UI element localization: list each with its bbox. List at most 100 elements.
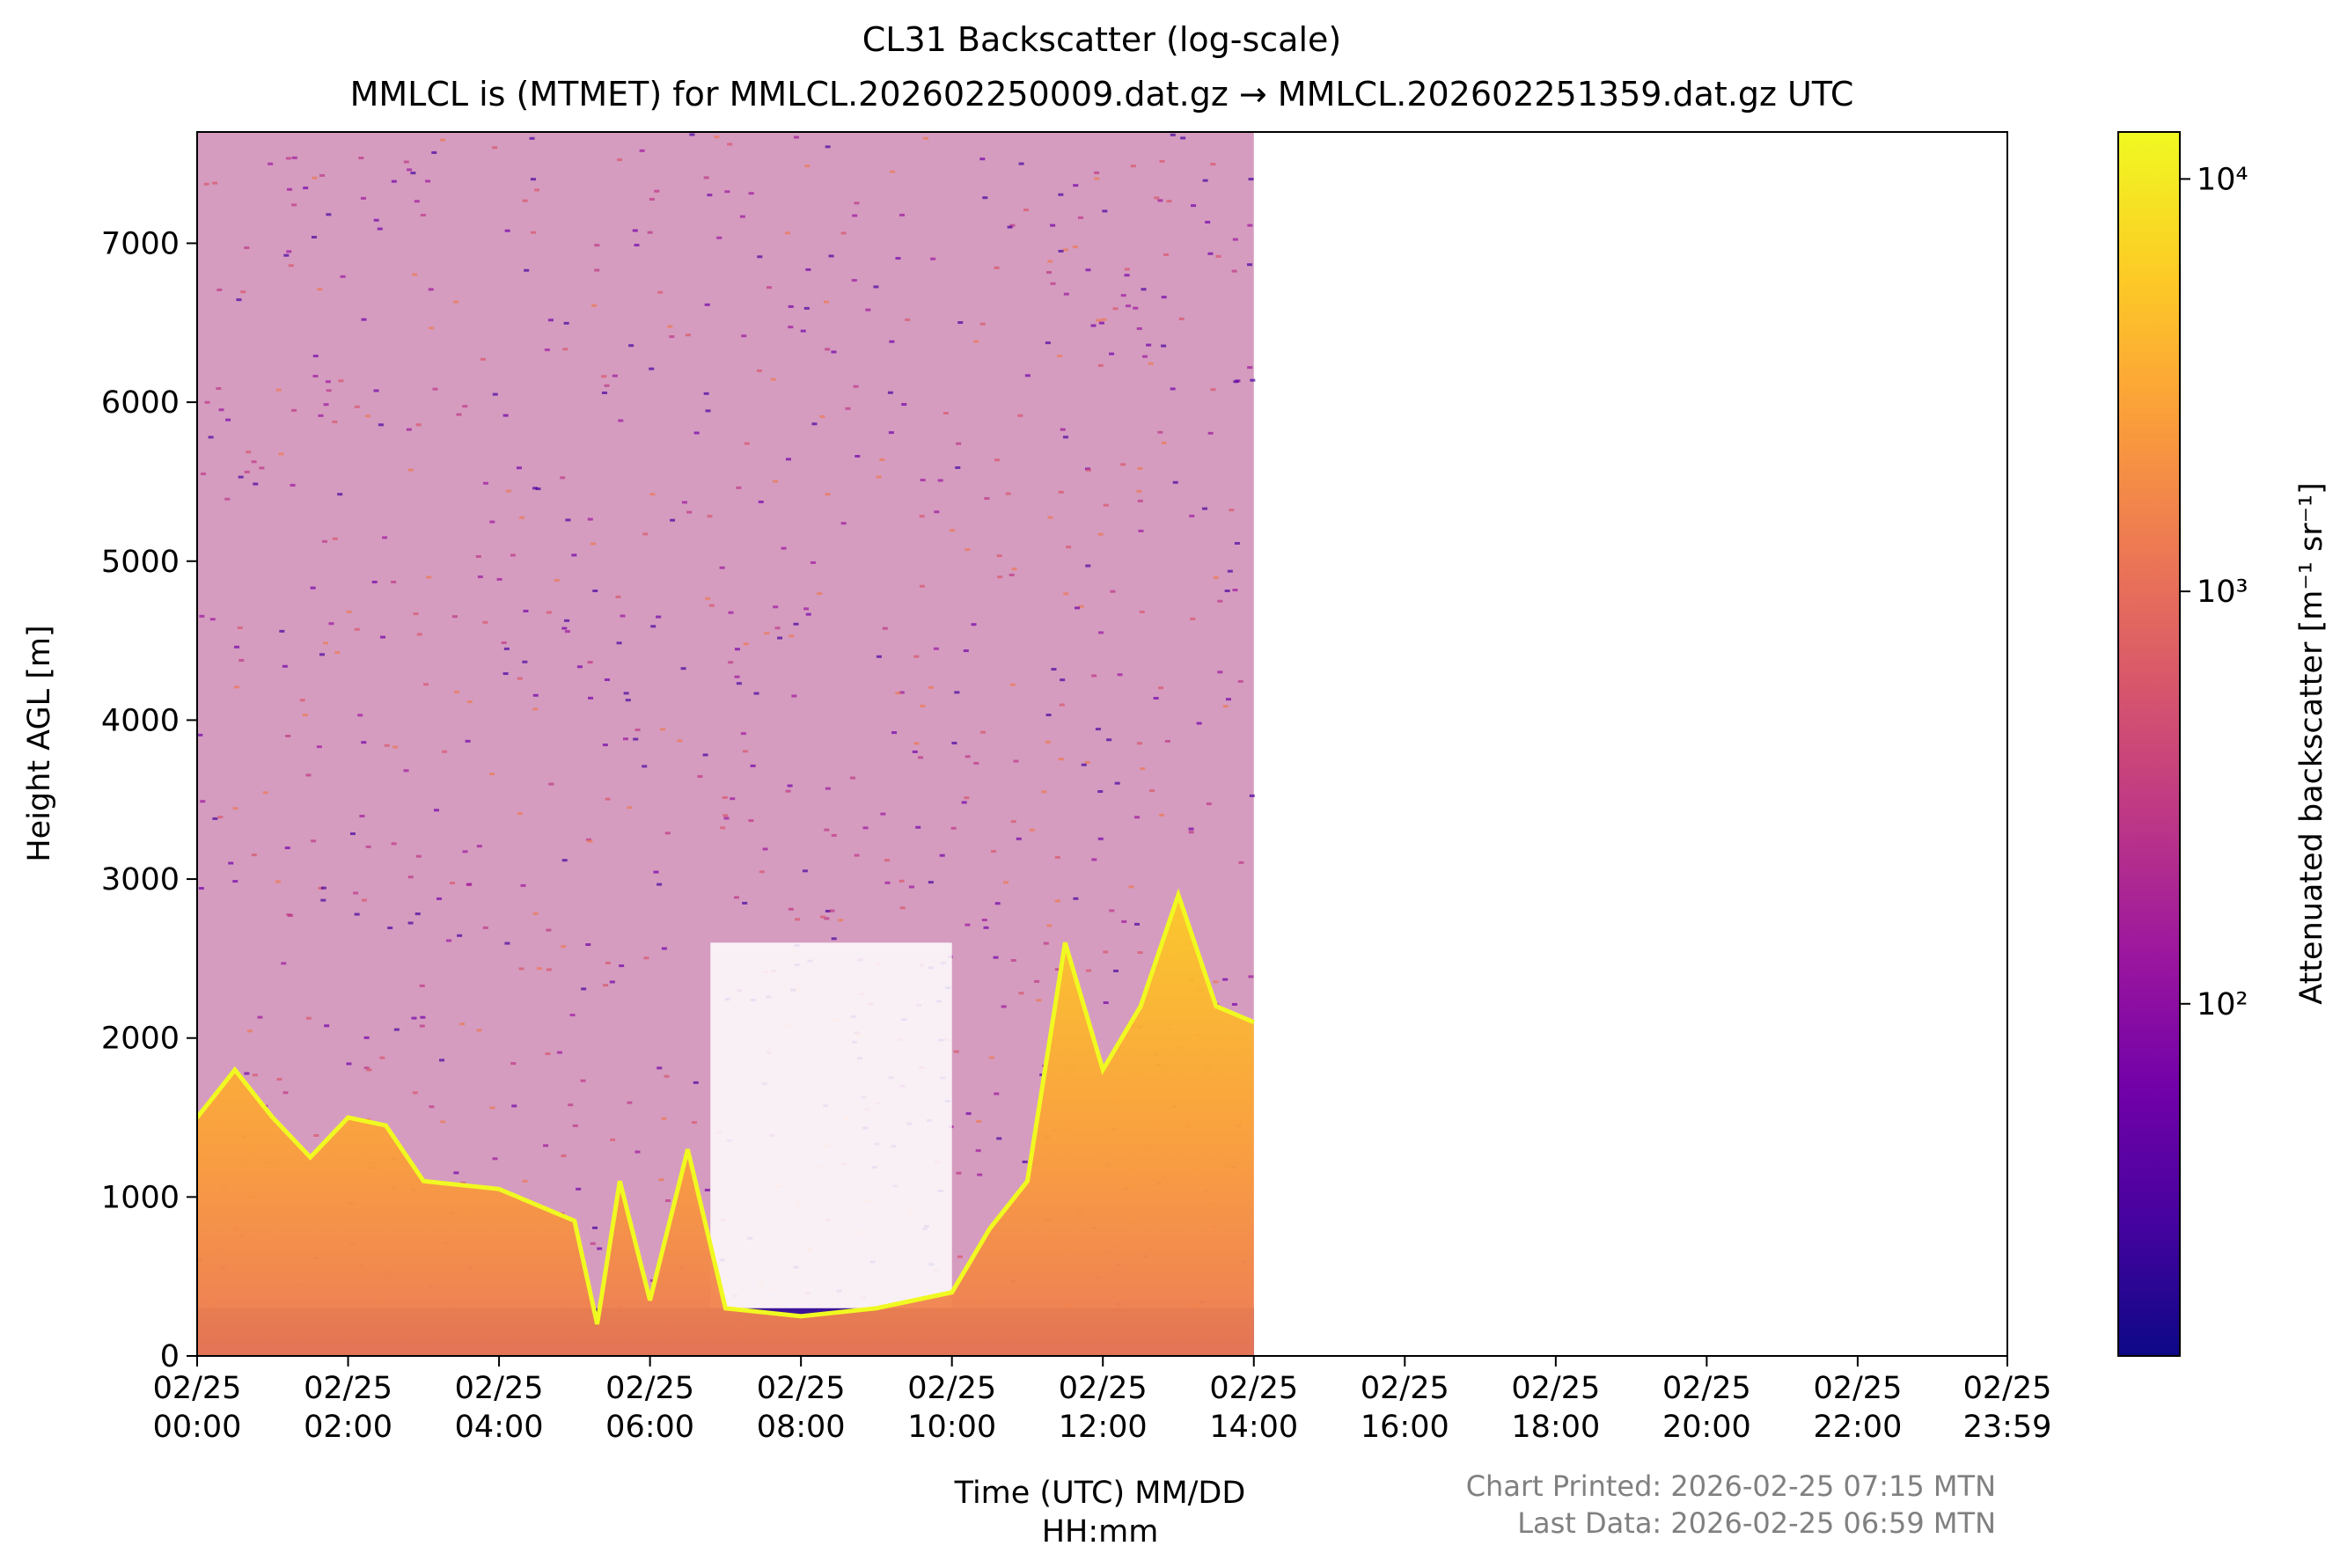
noise-speck <box>939 854 945 857</box>
y-tick-label: 5000 <box>101 545 180 580</box>
noise-speck <box>510 1062 517 1066</box>
noise-speck <box>905 318 911 321</box>
colorbar <box>2117 131 2181 1357</box>
noise-speck <box>825 787 831 790</box>
noise-speck <box>1109 909 1115 912</box>
colorbar-label: Attenuated backscatter [m⁻¹ sr⁻¹] <box>2294 482 2329 1004</box>
noise-speck <box>407 468 414 472</box>
noise-speck <box>888 431 894 435</box>
noise-speck <box>723 814 729 817</box>
x-tick-time: 04:00 <box>455 1410 544 1445</box>
noise-speck <box>415 423 422 427</box>
noise-speck <box>803 306 810 310</box>
noise-speck <box>664 1199 671 1203</box>
noise-speck <box>1005 492 1011 495</box>
noise-speck <box>1188 831 1194 834</box>
noise-speck <box>354 627 360 631</box>
noise-speck <box>365 414 371 418</box>
noise-speck <box>934 510 940 514</box>
noise-speck <box>773 480 779 483</box>
noise-speck <box>880 812 886 816</box>
noise-speck <box>407 876 414 879</box>
noise-speck <box>320 898 326 902</box>
noise-speck <box>795 918 801 921</box>
noise-speck <box>393 1028 400 1031</box>
chart-printed-note: Chart Printed: 2026-02-25 07:15 MTN <box>1466 1469 1996 1503</box>
noise-speck <box>1085 268 1091 272</box>
noise-speck <box>1058 249 1064 253</box>
noise-speck <box>310 586 316 590</box>
noise-speck <box>311 839 317 843</box>
x-tick-time: 02:00 <box>304 1410 392 1445</box>
noise-speck <box>199 614 205 618</box>
noise-speck <box>788 304 794 308</box>
noise-speck <box>510 553 516 557</box>
noise-speck <box>748 192 754 195</box>
noise-speck <box>492 1157 498 1161</box>
noise-speck <box>1018 162 1024 165</box>
noise-speck <box>325 380 331 384</box>
noise-speck <box>1095 728 1101 731</box>
noise-speck <box>1190 617 1196 620</box>
noise-speck <box>722 795 728 799</box>
noise-speck <box>1047 516 1053 519</box>
noise-speck <box>851 279 857 282</box>
noise-speck <box>317 288 323 291</box>
noise-speck <box>915 825 921 829</box>
noise-speck <box>587 839 593 843</box>
noise-speck <box>933 647 939 650</box>
noise-speck <box>804 165 811 168</box>
noise-speck <box>1232 238 1238 241</box>
noise-speck <box>1085 969 1091 972</box>
noise-speck <box>1051 668 1057 671</box>
noise-speck <box>475 554 481 558</box>
noise-speck <box>1205 220 1211 223</box>
noise-speck <box>1222 705 1229 708</box>
noise-speck <box>366 1068 372 1072</box>
noise-speck <box>605 961 611 964</box>
noise-speck <box>1213 980 1219 984</box>
noise-speck <box>523 609 529 612</box>
noise-speck <box>803 607 810 611</box>
noise-speck <box>1224 590 1230 593</box>
noise-speck <box>283 253 290 257</box>
noise-speck <box>1130 165 1136 168</box>
noise-speck <box>1210 388 1216 392</box>
noise-speck <box>920 704 926 707</box>
noise-speck <box>1057 355 1063 358</box>
noise-speck <box>1009 223 1016 227</box>
noise-speck <box>524 268 530 272</box>
colorbar-tick-label: 10³ <box>2197 575 2248 610</box>
noise-speck <box>930 257 936 260</box>
noise-speck <box>511 1104 517 1108</box>
noise-speck <box>1180 136 1186 140</box>
noise-speck <box>1191 204 1197 208</box>
noise-speck <box>431 150 437 154</box>
noise-speck <box>1090 324 1097 327</box>
noise-speck <box>810 561 816 564</box>
noise-speck <box>1134 816 1141 819</box>
noise-speck <box>740 732 746 736</box>
noise-speck <box>1178 317 1185 320</box>
noise-speck <box>899 213 905 216</box>
noise-speck <box>591 304 598 307</box>
noise-speck <box>716 236 723 239</box>
noise-speck <box>1250 378 1256 382</box>
noise-speck <box>965 923 971 927</box>
noise-speck <box>642 765 648 768</box>
y-tick-label: 1000 <box>101 1180 180 1215</box>
noise-speck <box>899 906 906 910</box>
noise-speck <box>1036 999 1042 1002</box>
noise-speck <box>563 321 569 325</box>
noise-speck <box>677 739 683 743</box>
noise-speck <box>971 623 977 626</box>
noise-speck <box>1103 503 1109 507</box>
noise-speck <box>1094 177 1100 180</box>
noise-speck <box>1231 269 1237 273</box>
noise-speck <box>1045 341 1051 345</box>
noise-speck <box>384 744 390 747</box>
x-tick-time: 14:00 <box>1209 1410 1298 1445</box>
noise-speck <box>505 489 511 493</box>
noise-speck <box>734 648 740 651</box>
noise-speck <box>403 769 409 773</box>
